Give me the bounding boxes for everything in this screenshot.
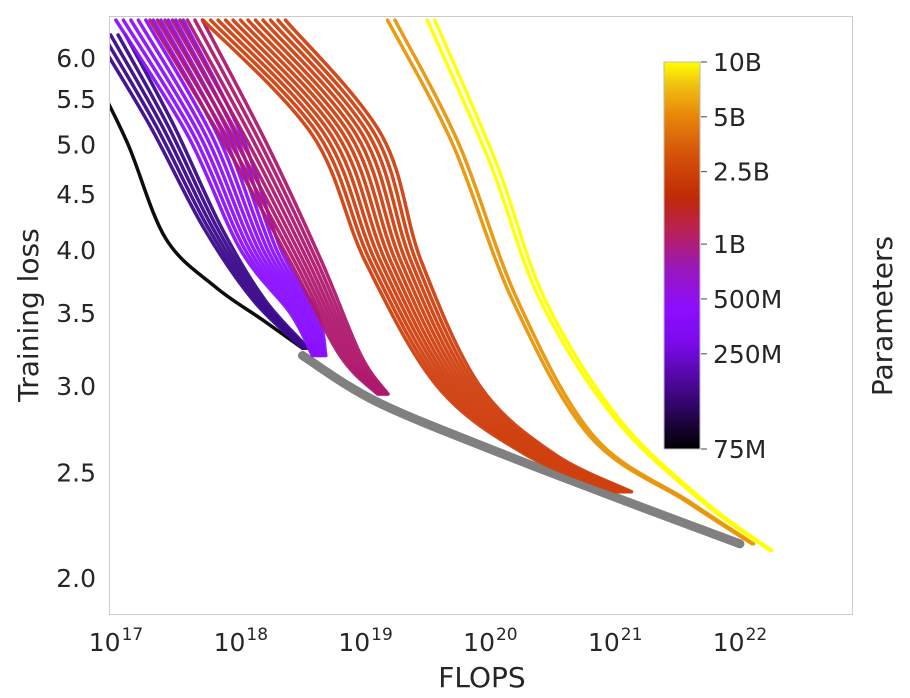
loss-curve <box>136 18 319 358</box>
loss-curve <box>425 18 772 553</box>
loss-curve <box>123 33 311 350</box>
x-tick-label: 1022 <box>713 625 767 657</box>
y-axis-title: Training loss <box>12 228 45 402</box>
colorbar-tick-label: 5B <box>713 103 746 132</box>
frontier-curve <box>297 351 745 549</box>
y-tick-label: 4.5 <box>56 180 96 209</box>
loss-curve <box>185 18 387 396</box>
colorbar-tick-label: 250M <box>713 340 782 369</box>
x-axis-ticks: 1017 1018 1019 1020 1021 1022 <box>89 625 767 657</box>
x-tick-label: 1018 <box>214 625 268 657</box>
loss-curve <box>178 18 386 396</box>
y-tick-label: 2.0 <box>56 564 96 593</box>
colorbar-tick-label: 75M <box>713 435 766 464</box>
loss-curve <box>116 33 309 350</box>
loss-curves <box>110 18 774 553</box>
y-axis-ticks: 6.0 5.5 5.0 4.5 4.0 3.5 3.0 2.5 2.0 <box>56 44 96 593</box>
colorbar: 10B 5B 2.5B 1B 500M 250M 75M Parameters <box>663 48 899 464</box>
loss-curve <box>170 18 384 396</box>
loss-curve <box>148 18 380 396</box>
loss-curve <box>121 18 316 358</box>
y-tick-label: 5.5 <box>56 85 96 114</box>
loss-curve <box>193 18 389 396</box>
y-tick-label: 3.5 <box>56 299 96 328</box>
loss-curve <box>114 18 315 358</box>
colorbar-tick-label: 1B <box>713 230 746 259</box>
loss-curve <box>110 102 305 350</box>
colorbar-tick-label: 10B <box>713 48 762 77</box>
x-tick-label: 1020 <box>463 625 517 657</box>
colorbar-tick-label: 2.5B <box>713 158 770 187</box>
colorbar-gradient <box>663 61 701 450</box>
y-tick-label: 2.5 <box>56 458 96 487</box>
y-tick-label: 6.0 <box>56 44 96 73</box>
x-axis-title: FLOPS <box>438 661 525 694</box>
loss-curve <box>110 55 305 350</box>
loss-curve <box>283 18 634 494</box>
x-tick-label: 1021 <box>588 625 642 657</box>
x-tick-label: 1017 <box>89 625 143 657</box>
loss-curve <box>433 18 774 553</box>
loss-curve <box>129 18 318 358</box>
loss-curve <box>110 33 308 350</box>
colorbar-label: Parameters <box>866 236 899 396</box>
loss-curve <box>393 18 756 546</box>
y-tick-label: 4.0 <box>56 236 96 265</box>
loss-curve <box>200 18 390 396</box>
y-tick-label: 3.0 <box>56 372 96 401</box>
loss-curve <box>155 18 381 396</box>
loss-curve <box>110 43 306 350</box>
colorbar-tick-label: 500M <box>713 285 782 314</box>
x-tick-label: 1019 <box>338 625 392 657</box>
loss-curve <box>163 18 383 396</box>
y-tick-label: 5.0 <box>56 130 96 159</box>
loss-curve <box>144 18 321 358</box>
